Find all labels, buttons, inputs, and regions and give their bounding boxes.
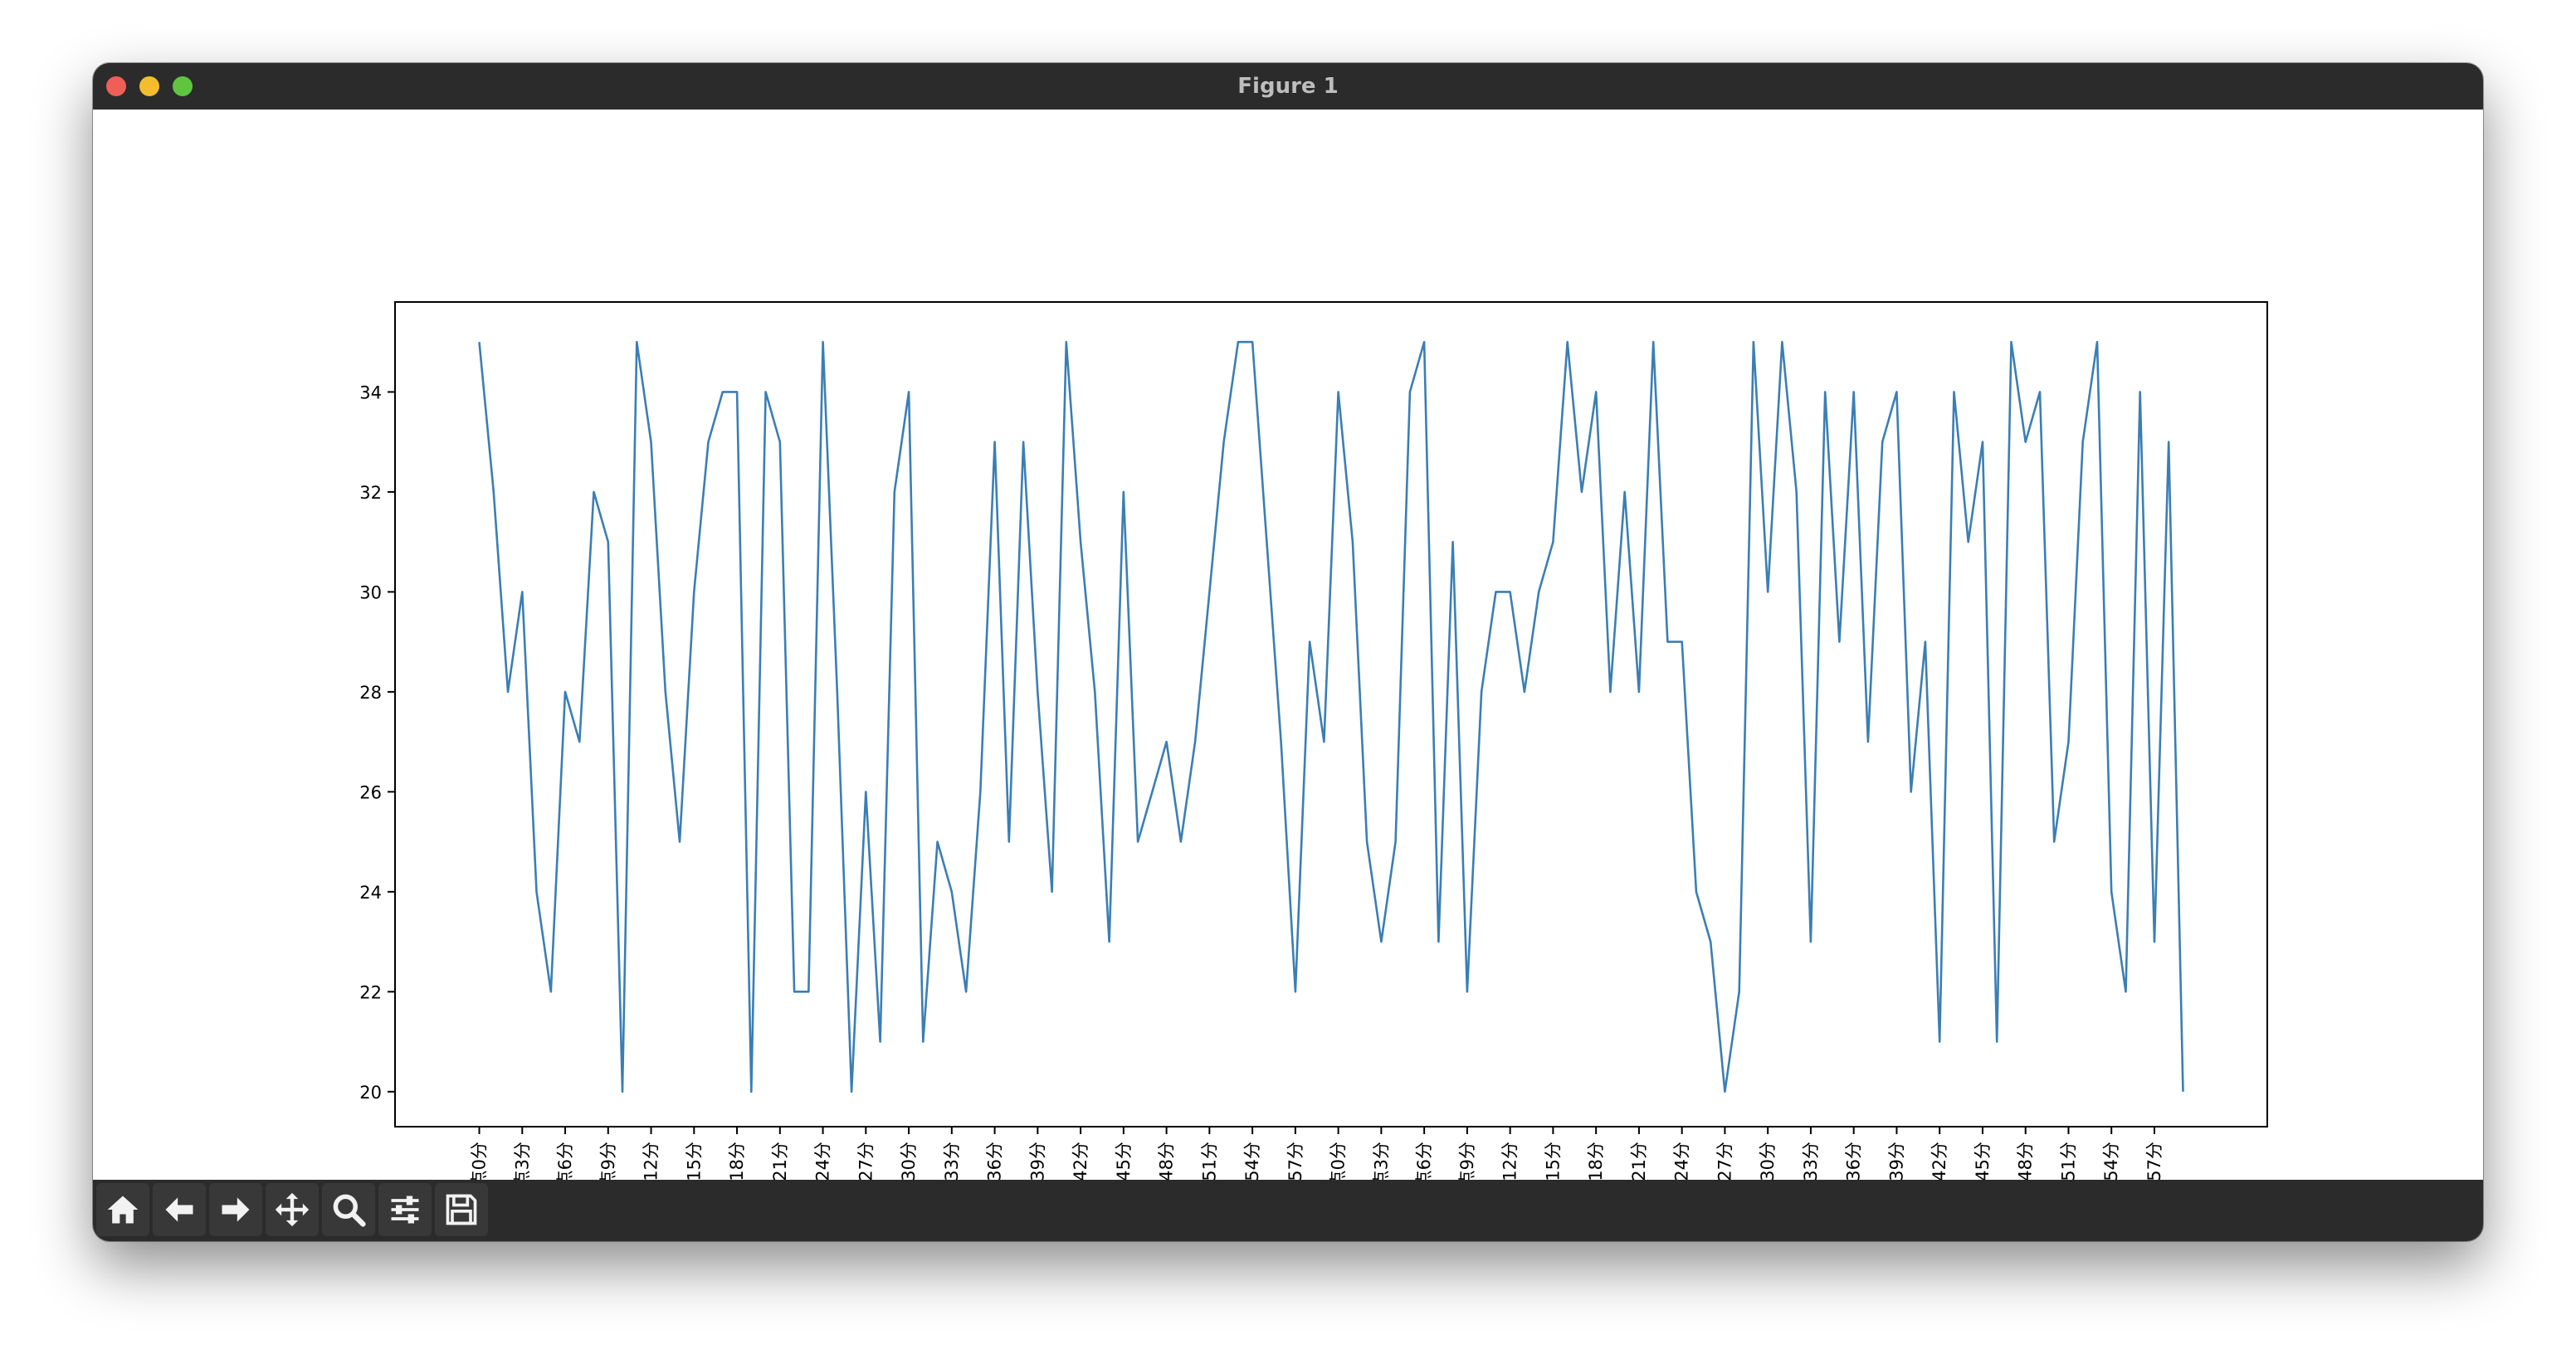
x-tick-label: 11点42分 bbox=[1930, 1142, 1949, 1180]
navigation-toolbar bbox=[93, 1180, 2483, 1241]
forward-button[interactable] bbox=[209, 1183, 262, 1236]
arrow-right-icon bbox=[222, 1197, 250, 1222]
x-tick-label: 11点54分 bbox=[2101, 1142, 2121, 1180]
plot-frame bbox=[394, 301, 2268, 1128]
x-tick-label: 11点30分 bbox=[1758, 1142, 1778, 1180]
y-tick-label: 20 bbox=[359, 1083, 382, 1103]
x-tick-label: 10点48分 bbox=[1157, 1142, 1177, 1180]
x-tick-label: 11点48分 bbox=[2016, 1142, 2036, 1180]
x-tick-label: 10点57分 bbox=[1286, 1142, 1305, 1180]
x-tick-label: 10点21分 bbox=[770, 1142, 790, 1180]
title-bar[interactable]: Figure 1 bbox=[93, 63, 2483, 110]
x-tick-label: 10点9分 bbox=[598, 1142, 618, 1180]
line-chart: 20 22 24 26 28 30 32 34 10点0分 10点3分 10点6分 10点9分 10点1… bbox=[359, 301, 2268, 1180]
move-icon bbox=[275, 1192, 310, 1227]
x-tick-label: 10点24分 bbox=[813, 1142, 833, 1180]
floppy-disk-icon bbox=[446, 1194, 477, 1225]
x-tick-label: 10点36分 bbox=[985, 1142, 1005, 1180]
x-tick-label: 11点6分 bbox=[1414, 1142, 1434, 1180]
x-tick-label: 11点33分 bbox=[1801, 1142, 1821, 1180]
magnifier-icon bbox=[333, 1194, 366, 1227]
x-tick-label: 10点15分 bbox=[684, 1142, 704, 1180]
zoom-window-button[interactable] bbox=[173, 76, 193, 96]
x-tick-label: 11点3分 bbox=[1371, 1142, 1391, 1180]
y-tick-label: 28 bbox=[359, 683, 382, 703]
x-tick-label: 11点12分 bbox=[1500, 1142, 1520, 1180]
x-tick-label: 10点39分 bbox=[1027, 1142, 1047, 1180]
x-tick-label: 11点15分 bbox=[1543, 1142, 1563, 1180]
x-tick-label: 10点18分 bbox=[727, 1142, 747, 1180]
x-tick-label: 11点18分 bbox=[1586, 1142, 1606, 1180]
x-tick-label: 10点30分 bbox=[899, 1142, 919, 1180]
close-window-button[interactable] bbox=[106, 76, 126, 96]
x-tick-label: 10点0分 bbox=[470, 1142, 490, 1180]
configure-subplots-button[interactable] bbox=[378, 1183, 432, 1236]
x-tick-label: 10点54分 bbox=[1242, 1142, 1262, 1180]
arrow-left-icon bbox=[165, 1197, 193, 1222]
x-tick-label: 11点9分 bbox=[1457, 1142, 1477, 1180]
x-tick-label: 11点24分 bbox=[1672, 1142, 1692, 1180]
x-tick-label: 10点3分 bbox=[512, 1142, 532, 1180]
minimize-window-button[interactable] bbox=[139, 76, 159, 96]
x-tick-label: 10点42分 bbox=[1071, 1142, 1090, 1180]
x-tick-label: 10点12分 bbox=[642, 1142, 661, 1180]
x-tick-label: 11点27分 bbox=[1715, 1142, 1734, 1180]
x-tick-label: 10点27分 bbox=[856, 1142, 876, 1180]
y-tick-label: 32 bbox=[359, 483, 382, 503]
window-title: Figure 1 bbox=[1237, 74, 1339, 99]
series-line bbox=[478, 340, 2184, 1093]
x-tick-label: 11点36分 bbox=[1844, 1142, 1864, 1180]
pan-button[interactable] bbox=[266, 1183, 319, 1236]
x-tick-label: 11点0分 bbox=[1329, 1142, 1349, 1180]
x-tick-label: 10点6分 bbox=[555, 1142, 575, 1180]
y-tick-label: 22 bbox=[359, 982, 382, 1002]
y-tick-label: 24 bbox=[359, 883, 382, 903]
back-button[interactable] bbox=[153, 1183, 206, 1236]
home-icon bbox=[107, 1196, 139, 1224]
zoom-button[interactable] bbox=[322, 1183, 375, 1236]
figure-canvas[interactable]: 20 22 24 26 28 30 32 34 10点0分 10点3分 10点6分 10点9分 10点1… bbox=[93, 110, 2483, 1180]
x-tick-label: 10点33分 bbox=[942, 1142, 962, 1180]
x-tick-label: 10点51分 bbox=[1199, 1142, 1219, 1180]
home-button[interactable] bbox=[96, 1183, 149, 1236]
y-tick-label: 30 bbox=[359, 582, 382, 602]
save-button[interactable] bbox=[435, 1183, 488, 1236]
x-tick-label: 11点57分 bbox=[2144, 1142, 2164, 1180]
y-tick-label: 34 bbox=[359, 382, 382, 402]
x-tick-label: 11点39分 bbox=[1886, 1142, 1906, 1180]
x-tick-label: 11点45分 bbox=[1973, 1142, 1993, 1180]
y-tick-label: 26 bbox=[359, 782, 382, 802]
sliders-icon bbox=[391, 1196, 419, 1224]
figure-window: Figure 1 20 22 24 26 28 30 32 34 10点0分 10点3分 10点6分… bbox=[93, 63, 2483, 1241]
x-tick-label: 10点45分 bbox=[1114, 1142, 1134, 1180]
x-tick-label: 11点51分 bbox=[2058, 1142, 2078, 1180]
x-tick-label: 11点21分 bbox=[1629, 1142, 1649, 1180]
